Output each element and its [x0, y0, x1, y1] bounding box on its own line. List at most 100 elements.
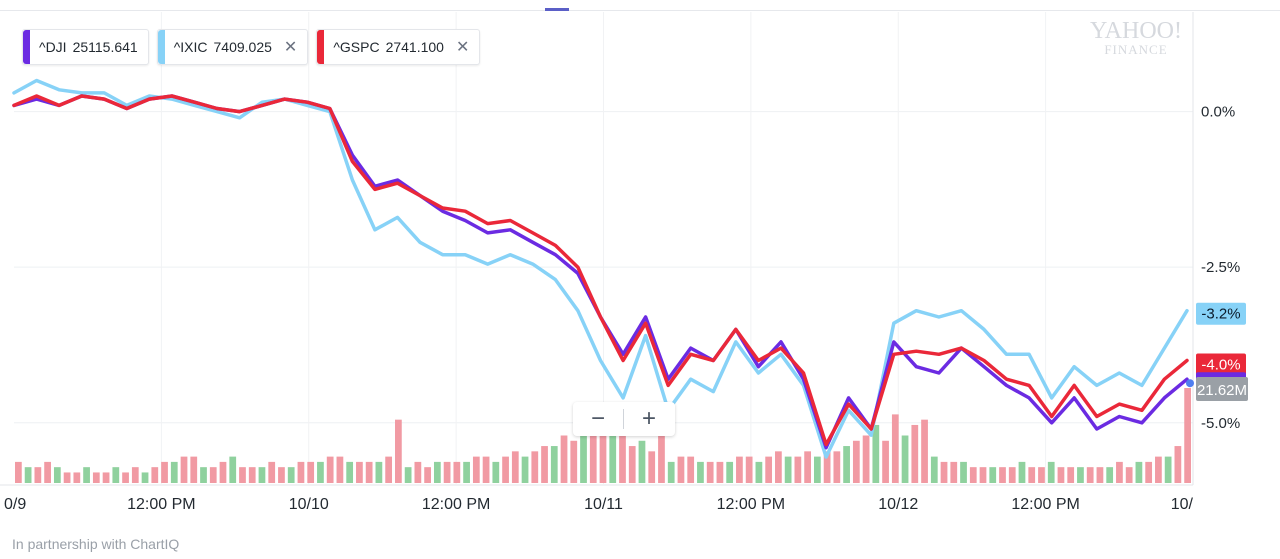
series-line-ixic: [12, 78, 1189, 459]
volume-bar: [813, 456, 821, 483]
volume-bar: [511, 451, 519, 483]
legend-value: 7409.025: [213, 39, 272, 55]
volume-bar: [531, 451, 539, 483]
volume-bar: [336, 456, 344, 483]
volume-bar: [921, 419, 928, 483]
volume-bar: [200, 467, 207, 483]
volume-bar: [112, 467, 120, 483]
volume-bar: [317, 461, 324, 483]
gspc-color-swatch: [317, 30, 325, 64]
volume-bar: [1067, 467, 1075, 483]
zoom-out-button[interactable]: −: [590, 405, 605, 432]
volume-bar: [852, 440, 860, 483]
volume-bar: [482, 456, 490, 483]
volume-bar: [804, 451, 811, 483]
volume-bar: [151, 467, 159, 483]
volume-bar: [453, 461, 461, 483]
volume-bar: [239, 467, 246, 483]
volume-bar: [891, 414, 899, 483]
volume-bar: [141, 472, 149, 483]
volume-bar: [365, 461, 373, 483]
x-tick-label: 0/9: [4, 496, 26, 513]
volume-bar: [248, 467, 256, 483]
volume-bar: [258, 467, 266, 483]
volume-bar: [375, 461, 383, 483]
volume-bar: [307, 461, 315, 483]
volume-bar: [950, 461, 958, 483]
volume-bar: [589, 414, 597, 483]
x-tick-label: 12:00 PM: [127, 496, 195, 513]
volume-bar: [268, 461, 276, 483]
dji-color-swatch: [23, 30, 30, 64]
legend-chip-gspc[interactable]: ^GSPC 2741.100 ✕: [316, 29, 481, 65]
volume-bar: [784, 456, 792, 483]
volume-bar: [180, 456, 188, 483]
volume-bar: [414, 461, 422, 483]
y-tick-label: -5.0%: [1201, 415, 1240, 432]
volume-bar: [424, 467, 431, 483]
volume-bar: [541, 446, 548, 483]
last-value-ixic-bg: [1196, 302, 1246, 325]
x-tick-label: 12:00 PM: [1011, 496, 1079, 513]
volume-bar: [44, 461, 51, 483]
legend-symbol: ^IXIC: [173, 39, 208, 55]
volume-bar: [287, 467, 295, 483]
last-value-gspc-bg: [1196, 353, 1246, 376]
x-tick-label: 10/11: [584, 496, 623, 513]
volume-bar: [63, 472, 71, 483]
last-point-marker: [1186, 379, 1194, 388]
volume-bar: [882, 440, 889, 483]
zoom-divider: [623, 409, 624, 429]
volume-bar: [979, 467, 987, 483]
last-value-gspc: -4.0%: [1201, 357, 1240, 374]
volume-bar: [1038, 467, 1045, 483]
legend-chip-dji[interactable]: ^DJI 25115.641: [22, 29, 149, 65]
close-icon[interactable]: ✕: [455, 39, 470, 56]
volume-bar: [443, 461, 451, 483]
volume-bar: [687, 456, 695, 483]
legend-chip-ixic[interactable]: ^IXIC 7409.025 ✕: [156, 29, 309, 65]
volume-bar: [1028, 467, 1036, 483]
volume-bar: [716, 461, 724, 483]
volume-bar: [872, 424, 880, 483]
legend-value: 25115.641: [72, 39, 138, 55]
legend-value: 2741.100: [385, 39, 444, 55]
volume-bar: [726, 461, 734, 483]
volume-bar: [395, 419, 402, 483]
chartiq-credit: In partnership with ChartIQ: [12, 536, 180, 552]
volume-bar: [833, 451, 841, 483]
volume-bar: [843, 446, 850, 483]
volume-bar: [297, 461, 305, 483]
zoom-in-button[interactable]: +: [641, 405, 656, 432]
volume-bar: [550, 446, 558, 483]
volume-bar: [161, 461, 168, 483]
series-line-dji: [12, 94, 1189, 450]
volume-badge-bg: [1196, 377, 1248, 401]
volume-bar: [765, 456, 773, 483]
volume-bar: [775, 451, 782, 483]
volume-bar: [628, 446, 636, 483]
volume-bar: [1174, 446, 1182, 483]
y-tick-label: 0.0%: [1201, 104, 1235, 121]
volume-bar: [229, 456, 237, 483]
volume-bar: [794, 456, 802, 483]
volume-bar: [638, 440, 646, 483]
volume-bar: [404, 467, 412, 483]
volume-bar: [278, 467, 285, 483]
volume-bar: [1145, 461, 1153, 483]
x-tick-label: 12:00 PM: [717, 496, 785, 513]
volume-bar: [1164, 456, 1172, 483]
close-icon[interactable]: ✕: [283, 39, 298, 56]
volume-bar: [472, 456, 480, 483]
volume-bar: [433, 461, 441, 483]
yahoo-finance-watermark: YAHOO! FINANCE: [1090, 18, 1182, 58]
volume-bar: [1135, 461, 1143, 483]
volume-bar: [823, 451, 831, 483]
volume-bar: [385, 456, 393, 483]
volume-bar: [736, 456, 743, 483]
y-tick-label: -2.5%: [1201, 259, 1240, 276]
volume-bar: [34, 467, 42, 483]
volume-bar: [209, 467, 217, 483]
active-tab-indicator: [545, 8, 569, 11]
